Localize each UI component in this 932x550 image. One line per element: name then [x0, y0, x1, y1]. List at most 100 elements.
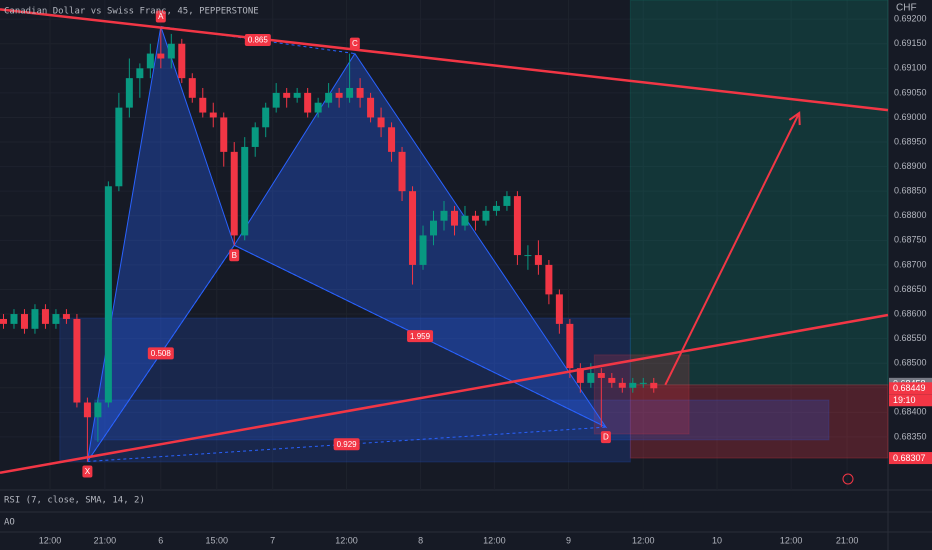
ratio-badge: [147, 347, 174, 360]
y-tick-label: 0.69200: [894, 14, 927, 24]
candle-body: [367, 97, 375, 118]
candle-body: [251, 127, 259, 147]
candle-body: [73, 318, 81, 403]
candle-body: [136, 68, 144, 79]
candle-body: [629, 382, 637, 388]
candle-body: [618, 382, 626, 388]
x-tick-label: 7: [270, 535, 275, 545]
x-tick-label: 10: [712, 535, 722, 545]
candle-body: [178, 43, 186, 79]
candle-body: [188, 78, 196, 98]
y-tick-label: 0.68500: [894, 358, 927, 368]
candle-body: [471, 215, 479, 221]
candle-body: [167, 43, 175, 59]
countdown: 19:10: [893, 395, 916, 405]
candle-body: [430, 220, 438, 236]
candle-body: [388, 127, 396, 152]
candle-body: [419, 235, 427, 265]
candle-body: [440, 210, 448, 221]
x-tick-label: 8: [418, 535, 423, 545]
y-tick-label: 0.69100: [894, 63, 927, 73]
chart-title: Canadian Dollar vs Swiss Franc, 45, PEPP…: [4, 7, 259, 17]
indicator-label: RSI (7, close, SMA, 14, 2): [4, 496, 145, 506]
candle-body: [492, 205, 500, 211]
candle-body: [83, 402, 91, 418]
x-tick-label: 12:00: [335, 535, 358, 545]
candle-body: [283, 92, 291, 98]
ratio-badge: [244, 34, 271, 47]
point-badge: [82, 465, 93, 478]
ratio-label: 1.959: [410, 332, 431, 341]
plot: 0.865 0.508 1.959 0.929 X A B C D: [0, 0, 889, 478]
candle-body: [157, 53, 165, 59]
candle-body: [146, 53, 154, 69]
candle-body: [597, 373, 605, 378]
candle-body: [199, 97, 207, 113]
candle-body: [94, 402, 102, 418]
trend-line: [0, 313, 889, 475]
y-tick-label: 0.69000: [894, 112, 927, 122]
y-tick-label: 0.68950: [894, 136, 927, 146]
y-tick-label: 0.68550: [894, 333, 927, 343]
arrow-head: [788, 111, 801, 126]
y-tick-label: 0.69050: [894, 87, 927, 97]
ratio-badge: [333, 438, 360, 451]
price-tag-bg: [889, 382, 932, 395]
candle-body: [0, 318, 7, 324]
y-tick-label: 0.68650: [894, 284, 927, 294]
candle-body: [20, 314, 28, 329]
y-tick-label: 0.68400: [894, 407, 927, 417]
countdown-bg: [889, 394, 932, 407]
candle-body: [555, 294, 563, 324]
x-tick-label: 12:00: [483, 535, 506, 545]
ratio-label: 0.508: [151, 349, 172, 358]
candle-body: [125, 78, 133, 108]
candle-body: [262, 107, 270, 128]
candle-body: [513, 196, 521, 256]
candle-body: [115, 107, 123, 187]
y-tick-label: 0.68900: [894, 161, 927, 171]
candle-body: [587, 373, 595, 383]
price-tag: 0.68307: [889, 452, 932, 465]
candle-body: [450, 210, 458, 226]
candle-body: [566, 323, 574, 369]
candle-body: [534, 255, 542, 265]
price-tag-label: 0.68449: [893, 383, 926, 393]
x-tick-label: 12:00: [39, 535, 62, 545]
candle-body: [650, 382, 658, 389]
candle-body: [356, 87, 364, 98]
price-tag: 0.68449: [889, 382, 932, 395]
candle-body: [314, 102, 322, 113]
point-label: B: [232, 251, 237, 260]
point-badge: [349, 37, 360, 50]
candle-body: [639, 382, 647, 384]
y-tick-label: 0.68750: [894, 235, 927, 245]
candle-body: [335, 92, 343, 98]
candle-body: [545, 264, 553, 295]
arrow: [664, 112, 801, 386]
candle-body: [377, 117, 385, 128]
candle-body: [524, 255, 532, 257]
currency: CHF: [896, 3, 917, 14]
candle-body: [220, 117, 228, 152]
ratio-line: [86, 244, 235, 462]
candle-body: [41, 309, 49, 324]
candle-body: [325, 92, 333, 103]
candle-body: [398, 151, 406, 192]
price-tag-bg: [889, 452, 932, 465]
candle-body: [230, 151, 238, 236]
x-tick-label: 6: [158, 535, 163, 545]
price-tag-label: 0.68307: [893, 453, 926, 463]
x-tick-label: 15:00: [205, 535, 228, 545]
alert-icon[interactable]: [842, 473, 854, 485]
candle-body: [608, 377, 616, 383]
point-label: X: [85, 467, 91, 476]
candle-body: [62, 314, 70, 319]
ratio-label: 0.929: [337, 440, 358, 449]
candle-body: [304, 92, 312, 113]
y-tick-label: 0.68350: [894, 431, 927, 441]
y-tick-label: 0.68600: [894, 308, 927, 318]
ratio-badge: [407, 330, 434, 343]
candle-body: [293, 92, 301, 98]
